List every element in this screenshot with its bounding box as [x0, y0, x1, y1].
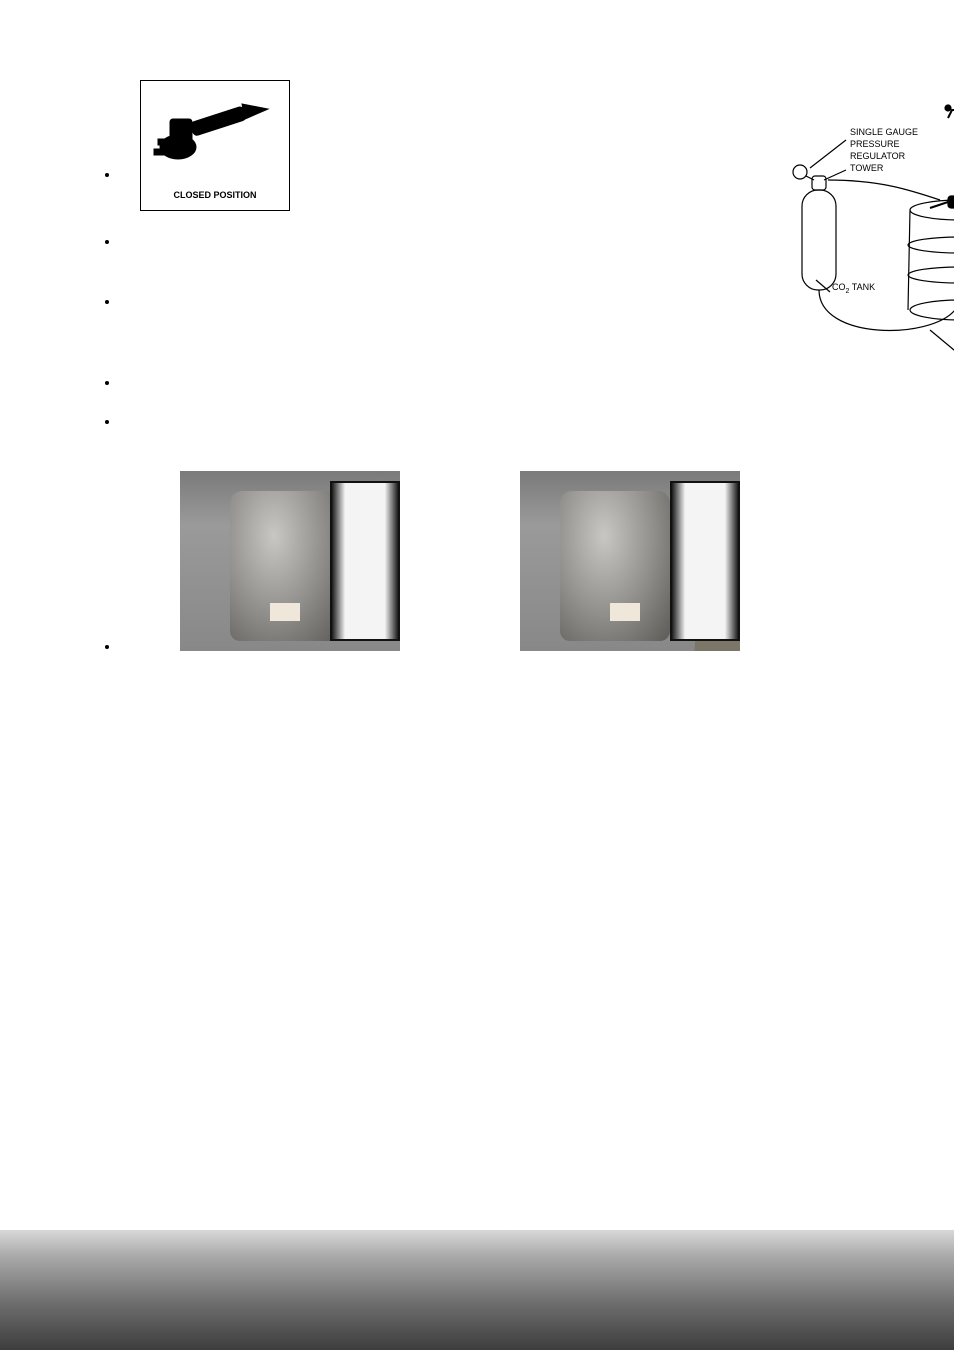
diagram-label: PRESSURE	[850, 139, 900, 149]
keg-label-icon	[610, 603, 640, 621]
list-item	[120, 291, 740, 354]
list-item	[120, 411, 740, 453]
photo-row	[180, 471, 740, 651]
person-icon	[694, 491, 740, 651]
keg-system-diagram: FAUCET ASSEMBLY SINGLE GAUGE PRESSURE RE…	[780, 80, 954, 380]
list-item: CLOSED POSITION	[120, 80, 740, 211]
footer-band	[0, 1230, 954, 1350]
coupler-icon	[150, 89, 280, 179]
page: CLOSED POSITION	[0, 0, 954, 1350]
right-column: FAUCET ASSEMBLY SINGLE GAUGE PRESSURE RE…	[780, 60, 954, 385]
diagram-label: CO2 TANK	[832, 282, 875, 295]
list-item	[120, 372, 740, 393]
figure-caption: CLOSED POSITION	[149, 189, 281, 202]
list-item	[120, 471, 740, 651]
left-column: CLOSED POSITION	[70, 60, 740, 669]
keg-photo-2	[520, 471, 740, 651]
keg-photo-1	[180, 471, 400, 651]
keg-label-icon	[270, 603, 300, 621]
list-item	[120, 231, 740, 273]
diagram-label: TOWER	[850, 163, 884, 173]
diagram-label: REGULATOR	[850, 151, 906, 161]
content-row: CLOSED POSITION	[70, 60, 884, 669]
co2-tank-icon	[802, 190, 836, 290]
instruction-list: CLOSED POSITION	[120, 80, 740, 651]
closed-position-figure: CLOSED POSITION	[140, 80, 290, 211]
diagram-label: SINGLE GAUGE	[850, 127, 918, 137]
